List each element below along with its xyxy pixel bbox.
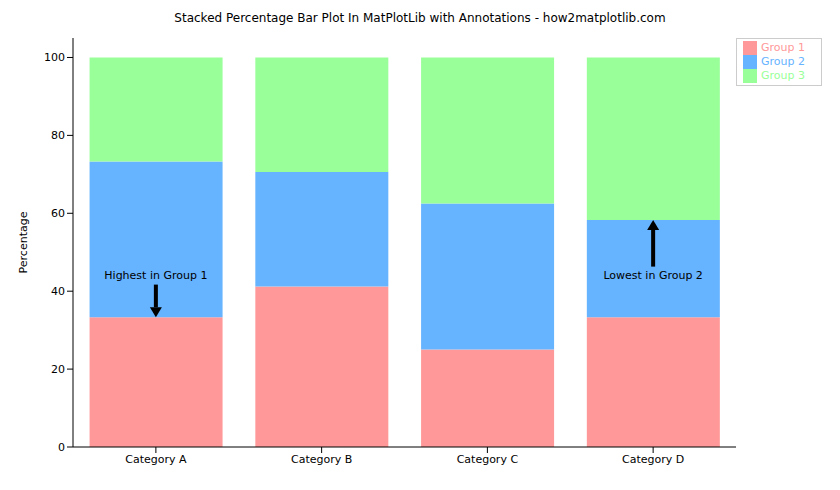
- svg-text:20: 20: [51, 363, 65, 376]
- html-text:Stacked Percentage Bar Plot In: Stacked Percentage Bar Plot In MatPlotLi…: [174, 11, 666, 25]
- svg-text:Lowest in Group 2: Lowest in Group 2: [603, 269, 702, 282]
- svg-text:Highest in Group 1: Highest in Group 1: [104, 269, 207, 282]
- svg-text:Category B: Category B: [291, 453, 352, 466]
- svg-text:Percentage: Percentage: [17, 211, 30, 273]
- svg-text:100: 100: [44, 51, 65, 64]
- svg-text:80: 80: [51, 129, 65, 142]
- html-text:Group 2: Group 2: [761, 55, 805, 68]
- html-text:Group 1: Group 1: [761, 41, 805, 54]
- html-text:Group 3: Group 3: [761, 69, 805, 82]
- svg-text:0: 0: [58, 441, 65, 454]
- svg-text:Category D: Category D: [622, 453, 684, 466]
- svg-text:40: 40: [51, 285, 65, 298]
- svg-text:Category A: Category A: [125, 453, 187, 466]
- svg-text:Category C: Category C: [457, 453, 519, 466]
- svg-text:60: 60: [51, 207, 65, 220]
